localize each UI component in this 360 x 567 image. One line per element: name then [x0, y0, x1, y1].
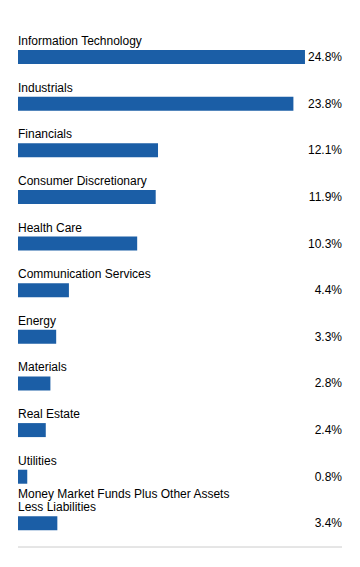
svg-text:Communication Services: Communication Services	[18, 267, 151, 281]
svg-text:3.3%: 3.3%	[315, 330, 343, 344]
svg-text:10.3%: 10.3%	[308, 237, 342, 251]
svg-text:Health Care: Health Care	[18, 221, 82, 235]
svg-text:Consumer Discretionary: Consumer Discretionary	[18, 174, 147, 188]
svg-text:Energy: Energy	[18, 314, 56, 328]
svg-text:Information Technology: Information Technology	[18, 34, 142, 48]
svg-text:24.8%: 24.8%	[308, 50, 342, 64]
svg-text:0.8%: 0.8%	[315, 470, 343, 484]
svg-text:2.8%: 2.8%	[315, 376, 343, 390]
svg-text:Financials: Financials	[18, 127, 72, 141]
svg-text:Utilities: Utilities	[18, 454, 57, 468]
svg-text:2.4%: 2.4%	[315, 423, 343, 437]
svg-text:4.4%: 4.4%	[315, 283, 343, 297]
svg-text:12.1%: 12.1%	[308, 143, 342, 157]
svg-text:Materials: Materials	[18, 360, 67, 374]
svg-text:Money Market Funds Plus Other: Money Market Funds Plus Other AssetsLess…	[18, 487, 229, 514]
svg-text:23.8%: 23.8%	[308, 97, 342, 111]
svg-text:Real Estate: Real Estate	[18, 407, 80, 421]
svg-text:3.4%: 3.4%	[315, 516, 343, 530]
svg-text:Industrials: Industrials	[18, 81, 73, 95]
svg-text:11.9%: 11.9%	[309, 190, 342, 204]
